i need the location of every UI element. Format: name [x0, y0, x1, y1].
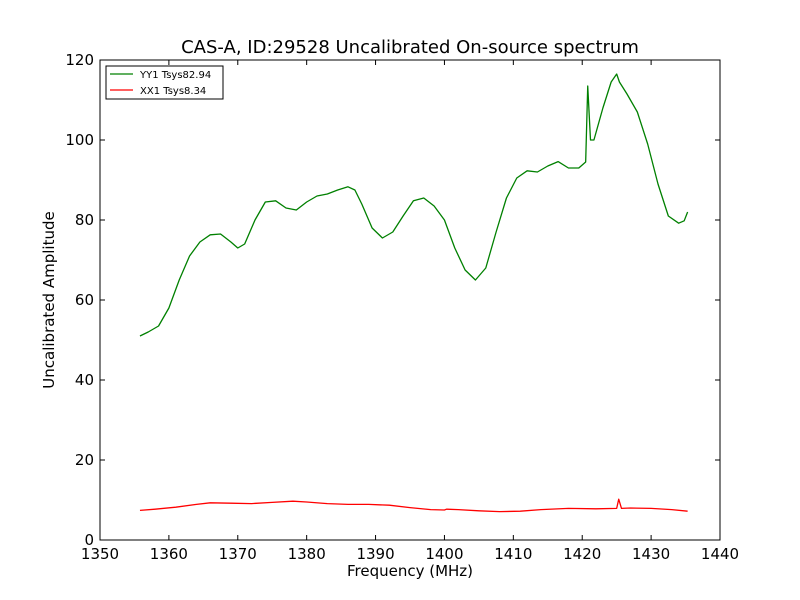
y-tick-label: 20 [75, 451, 94, 469]
y-tick-label: 40 [75, 371, 94, 389]
plot-area [99, 59, 721, 541]
y-tick-label: 0 [84, 531, 94, 549]
chart-title: CAS-A, ID:29528 Uncalibrated On-source s… [181, 37, 639, 58]
x-tick-label: 1430 [632, 545, 670, 563]
series-layer [139, 73, 689, 513]
x-tick-label: 1370 [219, 545, 257, 563]
series-line-yy1 [139, 73, 689, 337]
x-tick-label: 1350 [81, 545, 119, 563]
x-axis: 1350 1360 1370 1380 1390 1400 1410 1420 1430 1440 [81, 60, 739, 563]
x-tick-label: 1390 [356, 545, 394, 563]
x-tick-label: 1360 [150, 545, 188, 563]
legend-label-xx1: XX1 Tsys8.34 [140, 86, 206, 97]
y-axis-label: Uncalibrated Amplitude [40, 211, 58, 388]
y-tick-label: 120 [65, 51, 94, 69]
y-axis: 0 20 40 60 80 100 120 [65, 51, 720, 549]
x-tick-label: 1440 [701, 545, 739, 563]
y-tick-label: 60 [75, 291, 94, 309]
x-tick-label: 1410 [494, 545, 532, 563]
x-tick-label: 1420 [563, 545, 601, 563]
x-axis-label: Frequency (MHz) [347, 562, 473, 580]
y-tick-label: 80 [75, 211, 94, 229]
x-tick-label: 1400 [425, 545, 463, 563]
legend-box [105, 65, 224, 100]
legend-label-yy1: YY1 Tsys82.94 [139, 70, 211, 81]
y-tick-label: 100 [65, 131, 94, 149]
series-line-xx1 [139, 498, 688, 513]
legend: YY1 Tsys82.94 XX1 Tsys8.34 [105, 65, 224, 100]
x-tick-label: 1380 [288, 545, 326, 563]
